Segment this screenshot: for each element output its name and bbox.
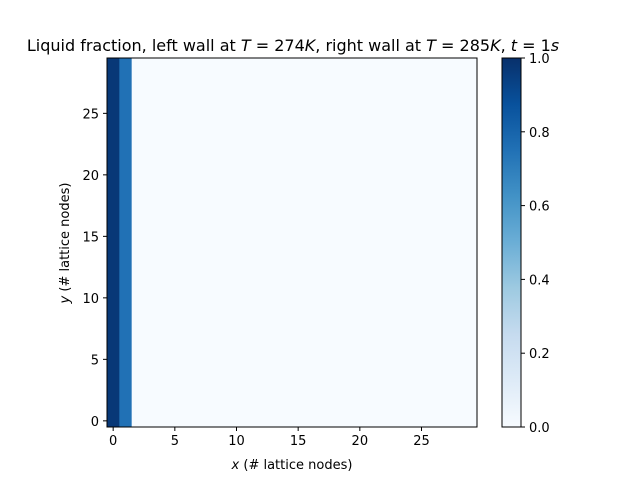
- x-tick-label: 15: [290, 434, 307, 449]
- x-axis-label: x (# lattice nodes): [231, 458, 353, 473]
- heatmap-cells: [107, 58, 478, 427]
- heatmap-column-21: [366, 58, 379, 427]
- heatmap-column-10: [230, 58, 244, 427]
- heatmap-column-22: [378, 58, 392, 427]
- heatmap-column-25: [415, 58, 429, 427]
- heatmap-column-5: [168, 58, 182, 427]
- heatmap-column-29: [464, 58, 478, 427]
- heatmap-column-18: [329, 58, 342, 427]
- x-tick-label: 5: [171, 434, 179, 449]
- colorbar-tick-label: 0.4: [529, 273, 550, 288]
- heatmap-column-6: [181, 58, 194, 427]
- colorbar-axis: 0.0 0.2 0.4 0.6 0.8 1.0: [521, 52, 550, 436]
- x-tick-label: 10: [228, 434, 245, 449]
- heatmap-column-24: [403, 58, 416, 427]
- colorbar-tick-label: 0.2: [529, 347, 550, 362]
- heatmap-column-20: [353, 58, 367, 427]
- y-axis: 0 5 10 15 20 25: [82, 107, 107, 430]
- heatmap-column-23: [390, 58, 404, 427]
- y-tick-label: 10: [82, 292, 99, 307]
- heatmap-column-7: [193, 58, 207, 427]
- y-tick-label: 25: [82, 107, 99, 122]
- y-tick-label: 5: [91, 353, 99, 368]
- heatmap-column-15: [292, 58, 305, 427]
- colorbar: [501, 57, 522, 428]
- y-tick-label: 20: [82, 169, 99, 184]
- heatmap-column-9: [218, 58, 231, 427]
- y-tick-label: 15: [82, 230, 99, 245]
- heatmap-column-8: [205, 58, 219, 427]
- heatmap-column-13: [267, 58, 281, 427]
- plot-frame: [106, 57, 478, 428]
- heatmap-column-1: [119, 58, 133, 427]
- x-tick-label: 25: [413, 434, 430, 449]
- heatmap-column-14: [279, 58, 293, 427]
- y-tick-label: 0: [91, 415, 99, 430]
- colorbar-tick-label: 0.6: [529, 200, 550, 215]
- heatmap-column-11: [242, 58, 256, 427]
- chart-title: Liquid fraction, left wall at T = 274K, …: [27, 36, 559, 55]
- x-axis: 0 5 10 15 20 25: [109, 427, 430, 449]
- heatmap-column-12: [255, 58, 268, 427]
- heatmap-column-2: [131, 58, 145, 427]
- heatmap-column-19: [341, 58, 355, 427]
- heatmap-column-27: [440, 58, 453, 427]
- heatmap-column-26: [427, 58, 441, 427]
- heatmap-column-4: [156, 58, 170, 427]
- colorbar-tick-label: 0.8: [529, 126, 550, 141]
- y-axis-label: y (# lattice nodes): [58, 183, 73, 305]
- heatmap-column-16: [304, 58, 318, 427]
- colorbar-tick-label: 1.0: [529, 52, 550, 67]
- x-tick-label: 0: [109, 434, 117, 449]
- x-tick-label: 20: [352, 434, 369, 449]
- heatmap-column-0: [107, 58, 120, 427]
- heatmap-column-3: [144, 58, 157, 427]
- heatmap-column-17: [316, 58, 330, 427]
- colorbar-tick-label: 0.0: [529, 421, 550, 436]
- heatmap-column-28: [452, 58, 466, 427]
